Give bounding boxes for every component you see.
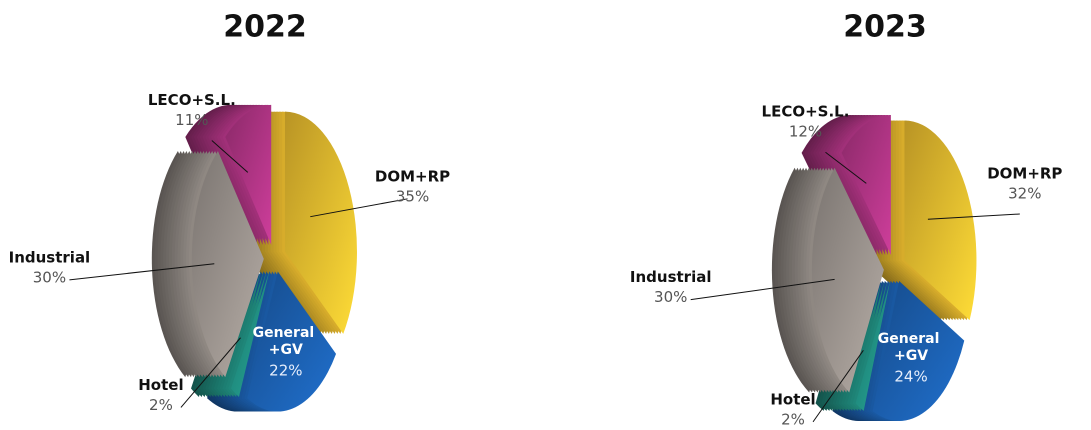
chart-title: 2022	[223, 10, 307, 45]
slice	[225, 104, 272, 245]
slice-label: Industrial	[9, 248, 91, 266]
slice-value: 35%	[396, 187, 429, 205]
leader-line	[927, 213, 1020, 220]
leader-line	[180, 337, 241, 408]
slice-value: 24%	[894, 368, 927, 386]
leader-line	[211, 140, 249, 173]
slice-value: 11%	[175, 111, 208, 129]
slice	[904, 120, 977, 321]
slice	[284, 111, 357, 334]
slice	[811, 167, 884, 393]
leader-line	[812, 350, 864, 423]
slice-value: 12%	[789, 123, 822, 141]
slice-label: General +GV	[878, 331, 944, 364]
slice-label: LECO+S.L.	[148, 91, 236, 109]
slice	[247, 271, 337, 412]
chart-title: 2023	[843, 10, 927, 45]
slice-value: 2%	[781, 410, 805, 428]
slice	[872, 281, 965, 422]
slice-value: 2%	[149, 396, 173, 414]
slice	[855, 280, 891, 411]
slice-label: General +GV	[253, 325, 319, 358]
slice-value: 22%	[269, 361, 302, 379]
slice-depth	[849, 280, 885, 411]
leader-line	[69, 263, 215, 281]
slice-depth	[225, 270, 264, 397]
leader-line	[690, 278, 835, 301]
slice-value: 30%	[33, 268, 66, 286]
slice	[231, 270, 270, 397]
leader-line	[310, 198, 408, 218]
slice-depth	[846, 280, 882, 411]
slice	[191, 151, 264, 378]
leader-line	[825, 151, 867, 184]
slice-depth	[222, 270, 262, 397]
slice-label: Hotel	[770, 390, 815, 408]
slice-value: 32%	[1008, 184, 1041, 202]
slice-label: DOM+RP	[375, 167, 450, 185]
slice-depth	[852, 280, 888, 411]
slice-label: LECO+S.L.	[762, 103, 850, 121]
slice-label: Hotel	[138, 376, 183, 394]
slice-label: Industrial	[630, 268, 712, 286]
slice-depth	[228, 270, 267, 397]
slice-value: 30%	[654, 288, 687, 306]
slice-label: DOM+RP	[987, 164, 1062, 182]
slice	[841, 114, 891, 255]
